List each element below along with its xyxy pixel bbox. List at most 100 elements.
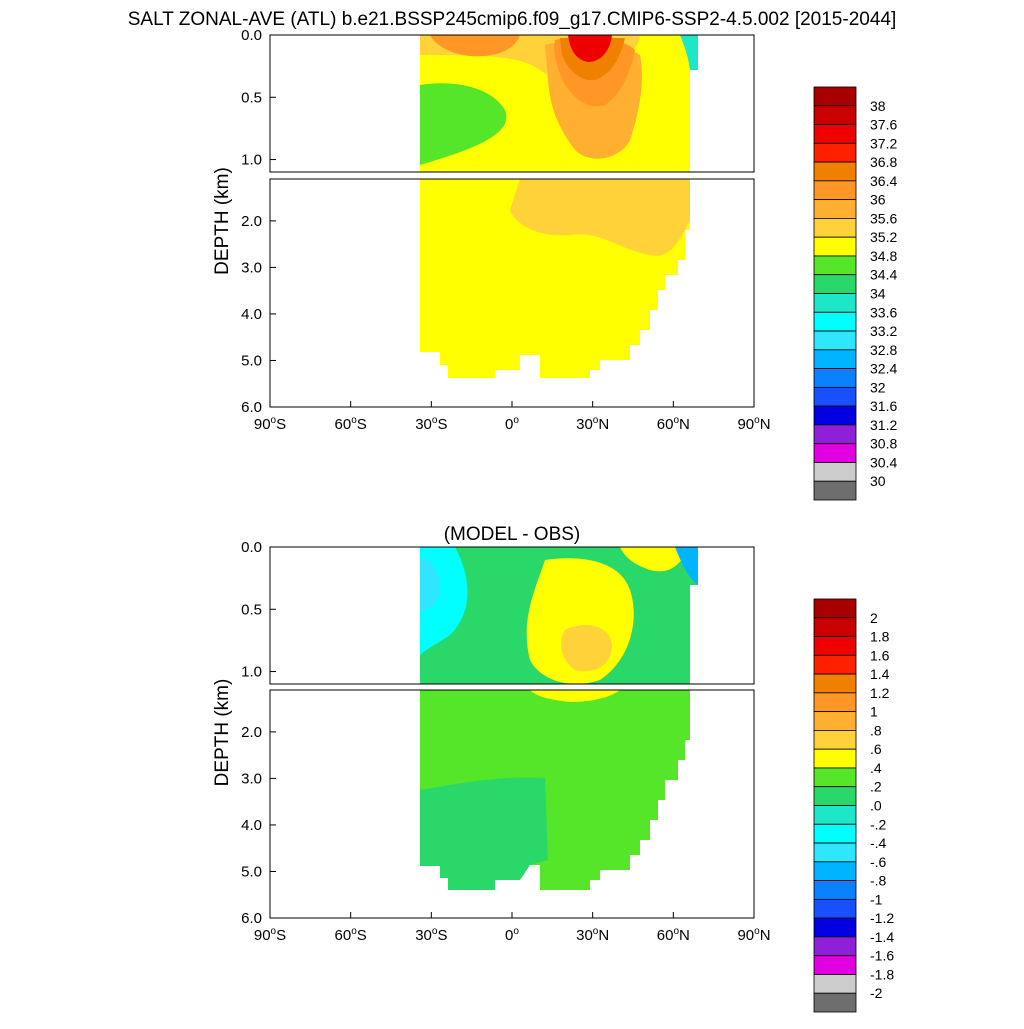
colorbar-swatch: [813, 330, 857, 351]
colorbar-label: .0: [870, 798, 882, 814]
diff-lower-field: [269, 689, 755, 919]
colorbar-swatch: [813, 293, 857, 313]
x-tick-label: 60oN: [657, 926, 690, 944]
colorbar-label: 2: [870, 610, 878, 626]
colorbar-swatch: [813, 86, 857, 107]
colorbar-swatch: [813, 636, 857, 656]
colorbar-label: 37.6: [870, 117, 897, 133]
colorbar-label: -1.2: [870, 910, 894, 926]
x-tick-label: 90oS: [254, 926, 286, 944]
y-tick-label: 1.0: [241, 152, 262, 169]
contour-orange-left: [430, 35, 520, 57]
contour-low-deep: [420, 777, 548, 890]
difference-panel: (MODEL - OBS) 90oS 60oS 30oS 0o 30oN 60oN 90oN…: [212, 524, 894, 1013]
x-tick-label: 60oS: [335, 415, 367, 433]
colorbar-label: 1: [870, 704, 878, 720]
contour-37.2: [568, 35, 612, 62]
colorbar-label: -1.6: [870, 948, 894, 964]
colorbar-label: -.4: [870, 835, 887, 851]
colorbar-label: 1.2: [870, 685, 890, 701]
colorbar-swatch: [813, 368, 857, 388]
colorbar-swatch: [813, 311, 857, 332]
colorbar-swatch: [813, 898, 857, 919]
y-tick-label: 0.5: [241, 89, 262, 106]
colorbar-swatch: [813, 443, 857, 463]
panel-frame: [269, 546, 755, 685]
colorbar-label: 33.6: [870, 304, 897, 320]
colorbar-label: .6: [870, 741, 882, 757]
colorbar-swatch: [813, 236, 857, 257]
colorbar-label: -1.4: [870, 929, 894, 945]
colorbar-swatch: [813, 805, 857, 825]
y-tick-label: 0.0: [241, 539, 262, 556]
x-tick-label: 30oN: [576, 926, 609, 944]
salt-upper-field: [269, 34, 755, 173]
colorbar-swatch: [813, 274, 857, 294]
x-tick-label: 60oS: [335, 926, 367, 944]
colorbar-label: 35.6: [870, 210, 897, 226]
colorbar-swatch: [813, 748, 857, 769]
colorbar-swatch: [813, 105, 857, 125]
x-tick-label: 0o: [505, 926, 519, 944]
colorbar-swatch: [813, 992, 857, 1013]
colorbar-swatch: [813, 462, 857, 482]
contour-neg-north: [675, 547, 698, 585]
contour-pos-north: [620, 547, 690, 572]
colorbar-swatch: [813, 424, 857, 445]
y-tick-label: 2.0: [241, 724, 262, 741]
colorbar-label: 35.2: [870, 229, 897, 245]
y-tick-label: 2.0: [241, 213, 262, 230]
figure-title: SALT ZONAL-AVE (ATL) b.e21.BSSP245cmip6.…: [128, 9, 897, 30]
x-tick-label: 30oS: [415, 415, 447, 433]
y-tick-label: 6.0: [241, 910, 262, 927]
colorbar-label: -.2: [870, 816, 887, 832]
contour-fresh-34.4: [420, 83, 507, 165]
y-axis-label: DEPTH (km): [212, 679, 233, 787]
colorbar-label: 30: [870, 473, 886, 489]
colorbar-label: 30.4: [870, 454, 897, 470]
colorbar-swatch: [813, 480, 857, 501]
colorbar-swatch: [813, 711, 857, 731]
y-tick-label: 0.0: [241, 27, 262, 44]
colorbar-label: 30.8: [870, 436, 897, 452]
x-tick-label: 90oS: [254, 415, 286, 433]
x-tick-label: 90oN: [737, 415, 770, 433]
colorbar-swatch: [813, 955, 857, 975]
colorbar-swatch: [813, 974, 857, 994]
colorbar-swatch: [813, 692, 857, 713]
colorbar-swatch: [813, 786, 857, 806]
x-tick-label: 30oS: [415, 926, 447, 944]
colorbar-label: 1.8: [870, 629, 890, 645]
contour-35.2-deep: [510, 179, 690, 256]
colorbar-swatch: [813, 880, 857, 900]
colorbar-label: -1.8: [870, 966, 894, 982]
colorbar-swatch: [813, 180, 857, 201]
diff-upper-field: [269, 546, 755, 685]
colorbar-swatch: [813, 405, 857, 426]
colorbar-label: 36: [870, 192, 886, 208]
x-tick-label: 30oN: [576, 415, 609, 433]
colorbar-swatch: [813, 124, 857, 144]
y-tick-label: 3.0: [241, 770, 262, 787]
colorbar-swatch: [813, 654, 857, 675]
y-tick-label: 1.0: [241, 664, 262, 681]
colorbar-swatch: [813, 823, 857, 844]
colorbar-label: 31.2: [870, 417, 897, 433]
colorbar-label: 34.4: [870, 267, 897, 283]
panel-title: (MODEL - OBS): [444, 524, 581, 545]
colorbar-swatch: [813, 842, 857, 863]
x-tick-label: 90oN: [737, 926, 770, 944]
colorbar-label: 32: [870, 379, 886, 395]
colorbar-label: 36.8: [870, 154, 897, 170]
colorbar-swatch: [813, 598, 857, 619]
salt-colorbar: 38 37.6 37.2 36.8 36.4 36 35.6 35.2 34.8 34.4 34 33…: [813, 86, 897, 501]
y-tick-label: 5.0: [241, 352, 262, 369]
colorbar-swatch: [813, 917, 857, 938]
colorbar-swatch: [813, 936, 857, 957]
y-tick-label: 0.5: [241, 601, 262, 618]
y-tick-label: 4.0: [241, 306, 262, 323]
y-tick-label: 5.0: [241, 863, 262, 880]
colorbar-label: -.6: [870, 854, 887, 870]
colorbar-swatch: [813, 617, 857, 637]
